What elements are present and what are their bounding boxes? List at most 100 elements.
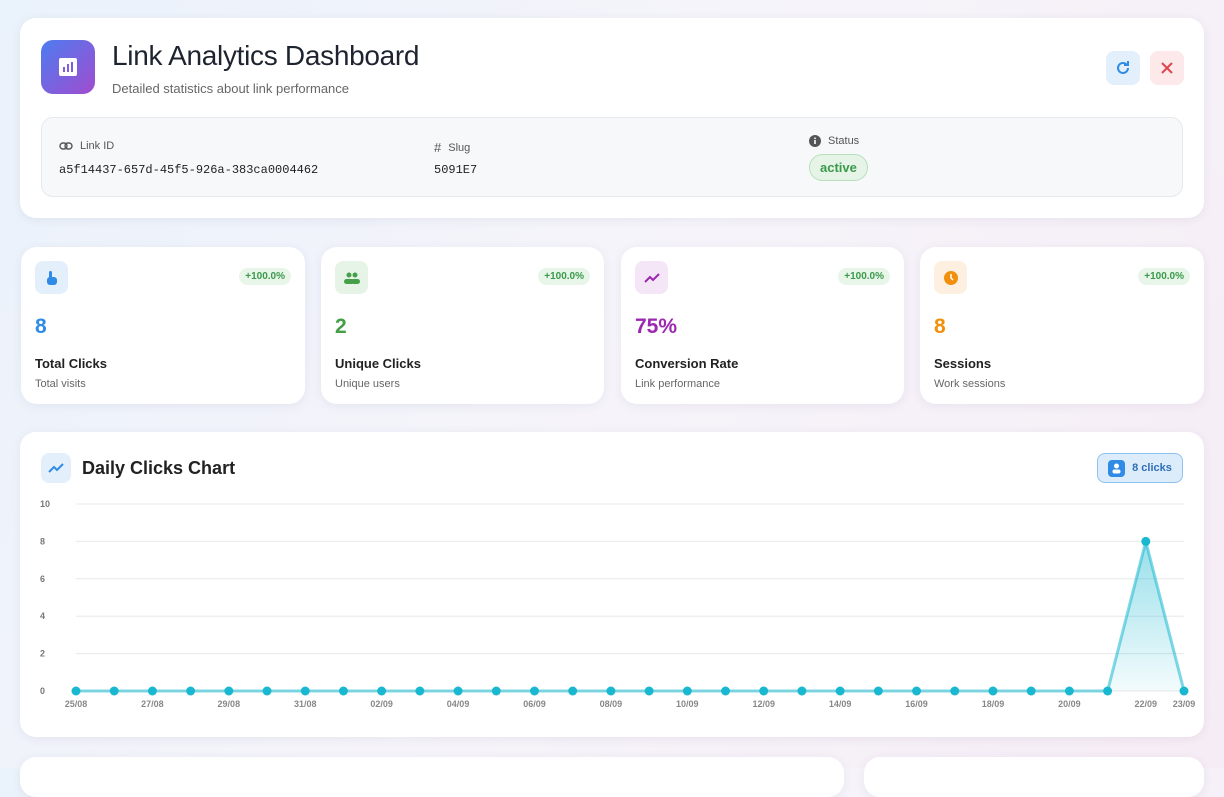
stat-icon <box>35 261 68 294</box>
chart-icon <box>41 453 71 483</box>
point <box>759 686 769 696</box>
stat-sublabel: Link performance <box>635 378 720 390</box>
change-badge: +100.0% <box>1138 268 1190 285</box>
icon: # <box>434 140 442 155</box>
bottom-card <box>20 757 844 797</box>
change-badge: +100.0% <box>838 268 890 285</box>
stat-card: +100.0% 8 Sessions Work sessions <box>920 247 1204 404</box>
chart-title: Daily Clicks Chart <box>82 458 236 478</box>
stat-value: 8 <box>35 315 47 338</box>
label: Status <box>828 135 860 147</box>
point <box>568 686 578 696</box>
point <box>1026 686 1036 696</box>
point <box>71 686 81 696</box>
stat-label: Total Clicks <box>35 356 108 371</box>
point <box>377 686 387 696</box>
point <box>606 686 616 696</box>
status-badge: active <box>809 154 868 181</box>
stat-sublabel: Work sessions <box>934 378 1006 390</box>
point <box>682 686 692 696</box>
x-tick-label: 25/08 <box>65 699 88 709</box>
icon <box>809 135 821 147</box>
point <box>721 686 731 696</box>
point <box>988 686 998 696</box>
icon <box>1108 459 1126 477</box>
x-tick-label: 29/08 <box>218 699 241 709</box>
label: Slug <box>448 141 471 154</box>
stat-sublabel: Total visits <box>35 378 86 390</box>
change-badge: +100.0% <box>239 268 291 285</box>
x-tick-label: 06/09 <box>523 699 546 709</box>
point <box>873 686 883 696</box>
icon <box>46 270 57 285</box>
stat-card: +100.0% 2 Unique Clicks Unique users <box>321 247 604 404</box>
point <box>950 686 960 696</box>
chart: 0 2 4 6 8 10 25/08 27/08 29/08 31/08 02/09 04/09 06/… <box>40 499 1196 709</box>
stat-value: 75% <box>635 315 678 338</box>
icon <box>59 142 73 150</box>
field-label: Status <box>809 135 859 147</box>
point <box>109 686 119 696</box>
x-tick-label: 18/09 <box>982 699 1005 709</box>
point <box>491 686 501 696</box>
icon <box>1161 62 1173 74</box>
app-icon <box>41 40 95 94</box>
icon <box>48 463 64 473</box>
slug: 5091E7 <box>434 163 478 177</box>
stat-icon <box>934 261 967 294</box>
point <box>1179 686 1189 696</box>
field-label: # Slug <box>434 140 470 155</box>
y-tick-label: 6 <box>40 574 45 584</box>
x-tick-label: 12/09 <box>752 699 775 709</box>
stat-icon <box>635 261 668 294</box>
point <box>912 686 922 696</box>
header-card: Link Analytics Dashboard Detailed statis… <box>20 18 1204 218</box>
x-tick-label: 14/09 <box>829 699 852 709</box>
x-tick-label: 27/08 <box>141 699 164 709</box>
change-badge: +100.0% <box>538 268 590 285</box>
refresh-button[interactable] <box>1106 51 1140 85</box>
point <box>224 686 234 696</box>
point <box>147 686 157 696</box>
stat-sublabel: Unique users <box>335 378 400 390</box>
stat-label: Sessions <box>934 356 992 371</box>
x-tick-label: 31/08 <box>294 699 317 709</box>
x-tick-label: 10/09 <box>676 699 699 709</box>
icon <box>643 272 660 283</box>
clicks-badge: 8 clicks <box>1097 453 1183 483</box>
point <box>1064 686 1074 696</box>
stat-card: +100.0% 8 Total Clicks Total visits <box>21 247 305 404</box>
x-tick-label: 04/09 <box>447 699 470 709</box>
page-subtitle: Detailed statistics about link performan… <box>112 81 350 96</box>
point <box>415 686 425 696</box>
point <box>453 686 463 696</box>
icon <box>943 270 958 285</box>
icon <box>59 58 77 76</box>
point <box>797 686 807 696</box>
link-id: a5f14437-657d-45f5-926a-383ca0004462 <box>59 163 319 177</box>
icon <box>1117 61 1129 74</box>
x-tick-label: 16/09 <box>905 699 928 709</box>
y-tick-label: 8 <box>40 536 45 546</box>
x-tick-label: 22/09 <box>1135 699 1158 709</box>
x-tick-label: 23/09 <box>1173 699 1196 709</box>
point <box>1141 536 1151 546</box>
y-tick-label: 0 <box>40 686 45 696</box>
x-tick-label: 02/09 <box>370 699 393 709</box>
point <box>338 686 348 696</box>
stat-icon <box>335 261 368 294</box>
x-tick-label: 20/09 <box>1058 699 1081 709</box>
close-button[interactable] <box>1150 51 1184 85</box>
stat-label: Unique Clicks <box>335 356 421 371</box>
y-tick-label: 10 <box>40 499 50 509</box>
point <box>300 686 310 696</box>
stat-label: Conversion Rate <box>635 356 739 371</box>
stat-value: 2 <box>335 315 347 338</box>
icon <box>343 272 360 284</box>
point <box>644 686 654 696</box>
stat-value: 8 <box>934 315 946 338</box>
x-tick-label: 08/09 <box>600 699 623 709</box>
y-tick-label: 2 <box>40 649 45 659</box>
field-label: Link ID <box>59 140 114 152</box>
y-tick-label: 4 <box>40 611 45 621</box>
